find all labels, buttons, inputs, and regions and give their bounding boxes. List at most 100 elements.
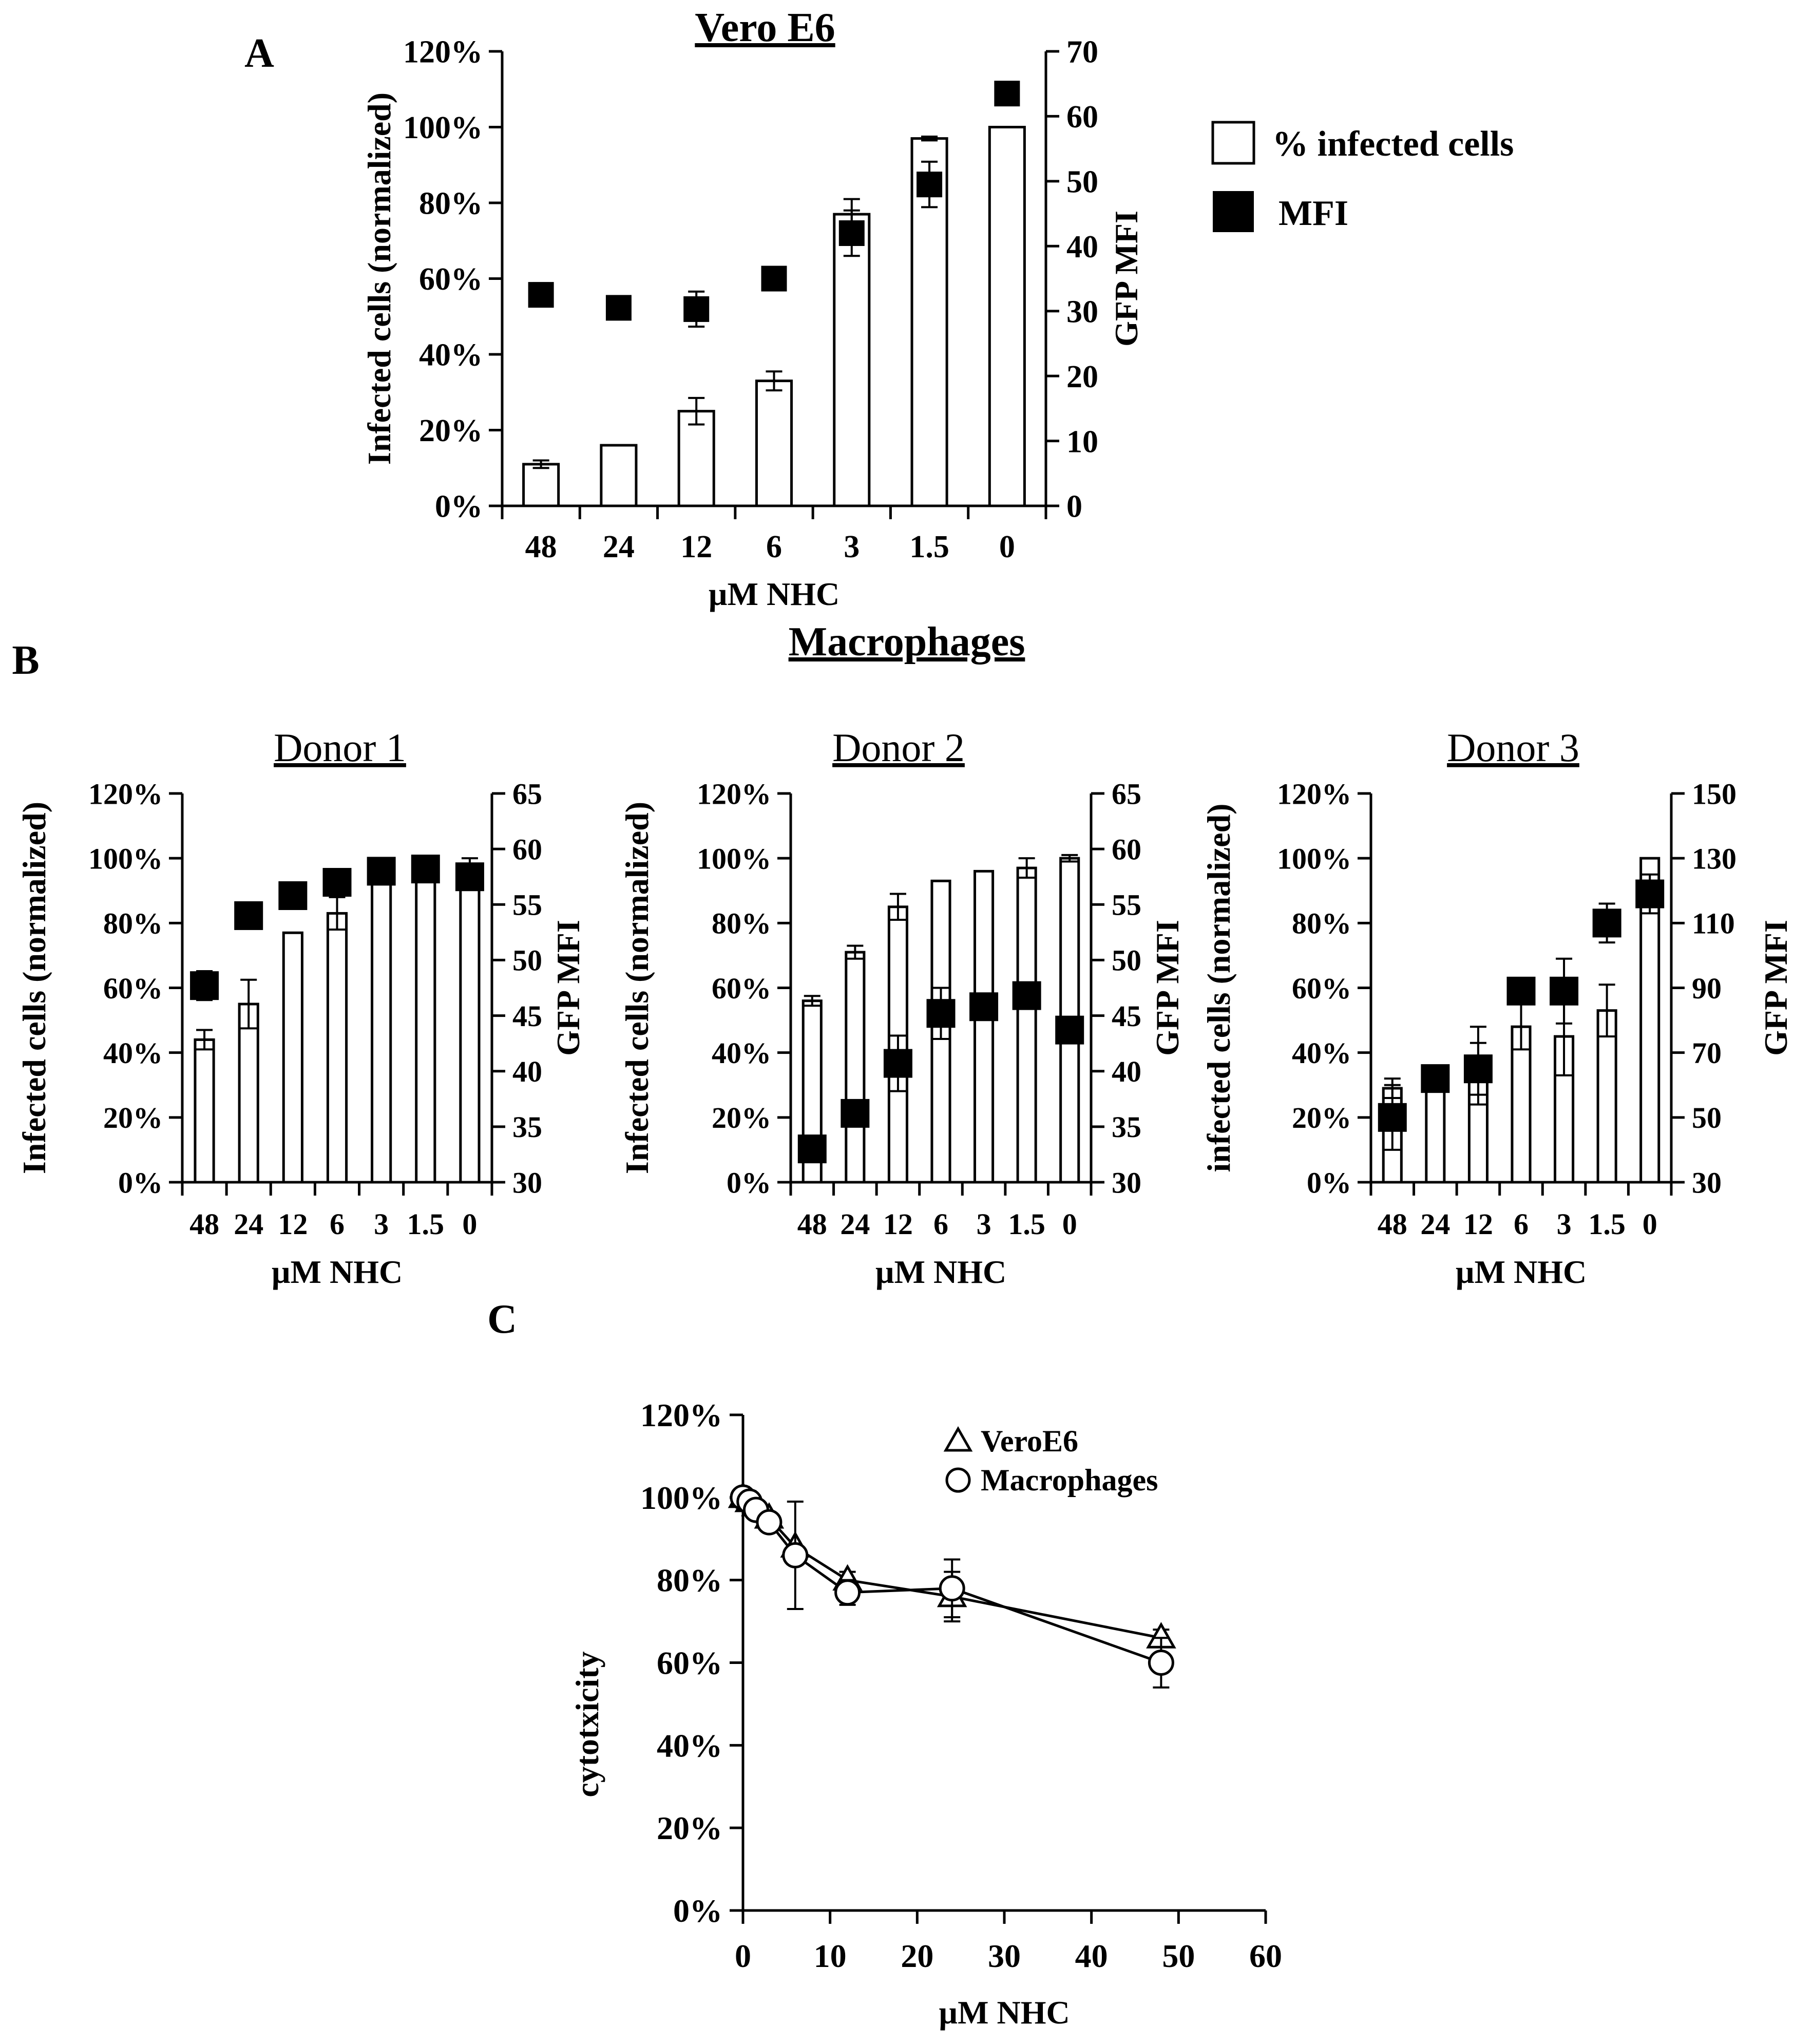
y-tick-label: 100% (88, 842, 163, 875)
mfi-marker (234, 901, 263, 930)
x-tick-label: 0 (1062, 1207, 1077, 1241)
bar (1425, 1077, 1446, 1184)
circle-marker (834, 1579, 861, 1606)
y-tick-label: 40% (712, 1036, 771, 1070)
chart-b3: Donor 30%20%40%60%80%100%120%30507090110… (1200, 725, 1794, 1290)
legend-c-circle-marker (945, 1467, 971, 1493)
y-tick-label: 60% (1292, 972, 1351, 1005)
x-tick-label: 12 (883, 1207, 913, 1241)
y-tick-label: 120% (88, 777, 163, 810)
x-tick-label: 10 (814, 1938, 847, 1974)
chart-title: Donor 3 (1447, 725, 1579, 770)
x-tick-label: 48 (797, 1207, 827, 1241)
bar (845, 951, 866, 1184)
y2-tick-label: 45 (1112, 999, 1141, 1033)
y2-tick-label: 70 (1692, 1036, 1722, 1070)
y-tick-label: 80% (657, 1562, 722, 1599)
mfi-marker (190, 971, 219, 1000)
y-tick-label: 40% (1292, 1036, 1351, 1070)
y-tick-label: 60% (103, 972, 163, 1005)
mfi-marker (797, 1134, 827, 1164)
y2-tick-label: 50 (1112, 944, 1141, 977)
mfi-marker (322, 868, 352, 897)
mfi-marker (761, 266, 787, 292)
chart-title: Donor 1 (274, 725, 406, 770)
mfi-marker (528, 282, 554, 308)
y-tick-label: 20% (1292, 1101, 1351, 1134)
x-tick-label: 12 (278, 1207, 308, 1241)
x-tick-label: 24 (603, 529, 635, 564)
x-tick-label: 3 (374, 1207, 389, 1241)
legend-a-bar-label: % infected cells (1272, 124, 1514, 164)
y-tick-label: 40% (419, 338, 483, 373)
mfi-marker (1550, 976, 1579, 1006)
bar (522, 463, 560, 507)
chart-title: Vero E6 (695, 5, 835, 50)
mfi-marker (1012, 981, 1041, 1010)
mfi-marker (1635, 879, 1665, 909)
y-tick-label: 60% (657, 1645, 722, 1681)
mfi-marker (969, 992, 999, 1021)
x-tick-label: 48 (189, 1207, 219, 1241)
y-tick-label: 100% (403, 110, 483, 145)
x-tick-label: 12 (1463, 1207, 1493, 1241)
y-tick-label: 60% (712, 972, 771, 1005)
y-tick-label: 0% (435, 489, 483, 524)
y2-tick-label: 130 (1692, 842, 1736, 875)
x-axis-title: µM NHC (1456, 1254, 1587, 1290)
y2-tick-label: 65 (512, 777, 542, 810)
x-tick-label: 0 (999, 529, 1015, 564)
x-tick-label: 12 (680, 529, 712, 564)
x-tick-label: 1.5 (909, 529, 949, 564)
x-tick-label: 6 (766, 529, 782, 564)
y2-tick-label: 30 (1112, 1166, 1141, 1199)
x-axis-title: µM NHC (875, 1254, 1007, 1290)
y2-tick-label: 110 (1692, 907, 1735, 940)
mfi-marker (926, 999, 956, 1028)
bar (326, 912, 348, 1184)
y-tick-label: 20% (712, 1101, 771, 1134)
mfi-marker (917, 172, 943, 198)
y2-tick-label: 50 (1066, 165, 1098, 200)
y-tick-label: 0% (673, 1892, 722, 1929)
legend-c: VeroE6 Macrophages (943, 1424, 1158, 1497)
y-tick-label: 20% (657, 1810, 722, 1846)
x-tick-label: 6 (933, 1207, 948, 1241)
y-tick-label: 80% (1292, 907, 1351, 940)
y2-tick-label: 65 (1112, 777, 1141, 810)
chart-b2: Donor 20%20%40%60%80%100%120%30354045505… (619, 725, 1186, 1290)
y-axis-title: infected cells (normalized) (1200, 804, 1237, 1172)
y2-tick-label: 30 (1692, 1166, 1722, 1199)
x-tick-label: 6 (1514, 1207, 1529, 1241)
y2-tick-label: 55 (512, 888, 542, 922)
mfi-marker (367, 857, 396, 886)
mfi-marker (605, 295, 632, 321)
y-tick-label: 0% (1307, 1166, 1351, 1199)
legend-c-vero-label: VeroE6 (981, 1424, 1078, 1458)
y2-axis-title: GFP MFI (1108, 211, 1144, 347)
y-tick-label: 100% (640, 1480, 722, 1516)
x-tick-label: 48 (1378, 1207, 1407, 1241)
y2-tick-label: 10 (1066, 424, 1098, 459)
chart-title: Donor 2 (832, 725, 965, 770)
bar (1596, 1009, 1617, 1184)
mfi-marker (411, 855, 440, 884)
mfi-marker (883, 1049, 912, 1078)
y2-tick-label: 70 (1066, 35, 1098, 70)
y-tick-label: 80% (419, 186, 483, 221)
x-axis-title: µM NHC (272, 1254, 403, 1290)
x-axis-title: µM NHC (709, 576, 840, 612)
x-tick-label: 48 (525, 529, 557, 564)
mfi-marker (838, 220, 865, 246)
bar (974, 869, 995, 1184)
bar (459, 866, 481, 1184)
bar (600, 444, 638, 507)
x-tick-label: 0 (1643, 1207, 1657, 1241)
y-tick-label: 80% (103, 907, 163, 940)
bar (755, 380, 793, 507)
y2-tick-label: 45 (512, 999, 542, 1033)
y2-tick-label: 60 (512, 832, 542, 866)
x-tick-label: 20 (901, 1938, 933, 1974)
y-tick-label: 80% (712, 907, 771, 940)
y-tick-label: 120% (697, 777, 771, 810)
